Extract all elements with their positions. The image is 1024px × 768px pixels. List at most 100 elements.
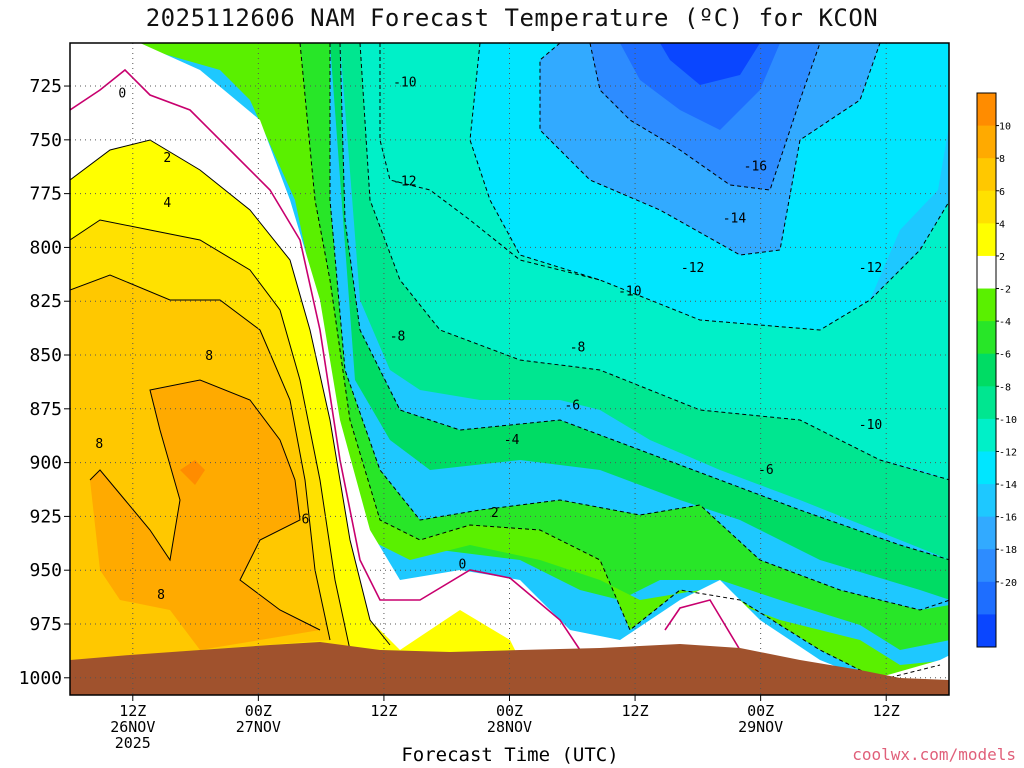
x-tick-label: 27NOV [236, 718, 281, 736]
x-tick-label: 00Z [747, 702, 774, 720]
band-minus20 [660, 43, 760, 85]
x-tick-label: 26NOV [110, 718, 155, 736]
contour-minus4 [329, 43, 949, 611]
x-tick-label: 00Z [245, 702, 272, 720]
contour-label: -12 [859, 261, 882, 276]
freezing-line-2 [664, 599, 741, 651]
y-tick-label: 975 [29, 614, 62, 635]
colorbar-label: -16 [999, 513, 1017, 524]
x-tick-label: 12Z [873, 702, 900, 720]
band-plus8 [90, 380, 320, 650]
colorbar-swatch [977, 321, 996, 355]
colorbar-label: -2 [999, 285, 1011, 296]
colorbar-swatch [977, 125, 996, 159]
y-tick-label: 875 [29, 399, 62, 420]
colorbar-label: -14 [999, 480, 1017, 491]
y-tick-label: 925 [29, 506, 62, 527]
contour-label: 4 [163, 196, 171, 211]
colorbar-label: -4 [999, 317, 1011, 328]
contour-label: -10 [859, 418, 882, 433]
freezing-line [70, 68, 581, 651]
contour-plus6 [70, 274, 331, 641]
colorbar-swatch [977, 549, 996, 583]
colorbar-swatch [977, 288, 996, 322]
contour-label: 2 [163, 151, 171, 166]
y-tick-label: 950 [29, 560, 62, 581]
y-tick-label: 725 [29, 76, 62, 97]
y-tick-label: 900 [29, 453, 62, 474]
contour-label: 8 [205, 349, 213, 364]
contour-plus8 [89, 379, 321, 631]
band-minus8 [70, 43, 949, 560]
x-tick-label: 29NOV [738, 718, 783, 736]
contour-label: -10 [618, 284, 641, 299]
contour-label: 0 [458, 558, 466, 573]
contour-label: -8 [570, 340, 586, 355]
colorbar-frame [976, 92, 997, 648]
contour-label: 0 [118, 86, 126, 101]
x-tick-label: 00Z [496, 702, 523, 720]
colorbar-swatch [977, 614, 996, 648]
contour-minus6 [339, 43, 949, 561]
colorbar-swatch [977, 516, 996, 550]
colorbar-label: 4 [999, 219, 1005, 230]
y-tick-label: 750 [29, 130, 62, 151]
band-minus10 [70, 43, 949, 480]
contour-plus2 [70, 139, 391, 646]
contour-label: 8 [157, 588, 165, 603]
contour-minus14 [539, 43, 881, 256]
colorbar-label: 6 [999, 187, 1005, 198]
colorbar-swatch [977, 353, 996, 387]
warm-contours [70, 139, 391, 651]
contour-label: -6 [758, 463, 774, 478]
chart-title: 2025112606 NAM Forecast Temperature (ºC)… [145, 4, 879, 32]
colorbar-label: -6 [999, 350, 1011, 361]
grid-lines [70, 43, 949, 695]
contour-minus10 [469, 43, 949, 331]
colorbar-swatch [977, 93, 996, 127]
contour-minus16 [589, 43, 821, 191]
contour-label: -8 [390, 330, 406, 345]
contour-label: 2 [491, 506, 499, 521]
colorbar-swatch [977, 418, 996, 452]
band-plus10 [180, 460, 205, 485]
colorbar-label: 10 [999, 122, 1011, 133]
band-minus6 [70, 43, 949, 600]
colorbar-swatch [977, 451, 996, 485]
colorbar-label: -18 [999, 545, 1017, 556]
contour-label: -12 [393, 175, 416, 190]
contour-label: 6 [302, 513, 310, 528]
contour-minus2 [299, 43, 941, 681]
x-tick-label: 12Z [119, 702, 146, 720]
colorbar-swatch [977, 581, 996, 615]
y-tick-label: 825 [29, 291, 62, 312]
contour-label: -6 [564, 399, 580, 414]
x-axis-label: Forecast Time (UTC) [401, 744, 619, 766]
y-axis: 725 750 775 800 825 850 875 900 925 950 975 1000 [19, 76, 70, 689]
colorbar-swatch [977, 223, 996, 257]
contour-label: -4 [504, 433, 520, 448]
colorbar-label: -20 [999, 578, 1017, 589]
colorbar-swatch [977, 484, 996, 518]
contour-plus4 [70, 219, 351, 651]
credit-link[interactable]: coolwx.com/models [852, 745, 1016, 764]
contour-label: 8 [95, 437, 103, 452]
contour-label: -16 [744, 160, 767, 175]
cold-contours [299, 43, 949, 681]
colorbar-label: -12 [999, 447, 1017, 458]
colorbar-swatch [977, 190, 996, 224]
colorbar: 10 8 6 4 2 -2 -4 -6 -8 -10 -12 -14 -16 -18 -20 [976, 92, 1017, 648]
contour-labels: 0 2 4 8 8 8 6 -10 -12 -8 0 2 -4 -6 -8 -10 -12 -14 -16 -6 -10… [95, 76, 882, 603]
contour-label: -12 [681, 261, 704, 276]
y-tick-label: 850 [29, 345, 62, 366]
temperature-field [70, 43, 949, 695]
x-tick-label: 12Z [370, 702, 397, 720]
y-tick-label: 800 [29, 237, 62, 258]
x-tick-label: 12Z [622, 702, 649, 720]
colorbar-label: 2 [999, 252, 1005, 263]
contour-label: -10 [393, 76, 416, 91]
x-tick-label: 28NOV [487, 718, 532, 736]
y-tick-label: 1000 [19, 668, 62, 689]
